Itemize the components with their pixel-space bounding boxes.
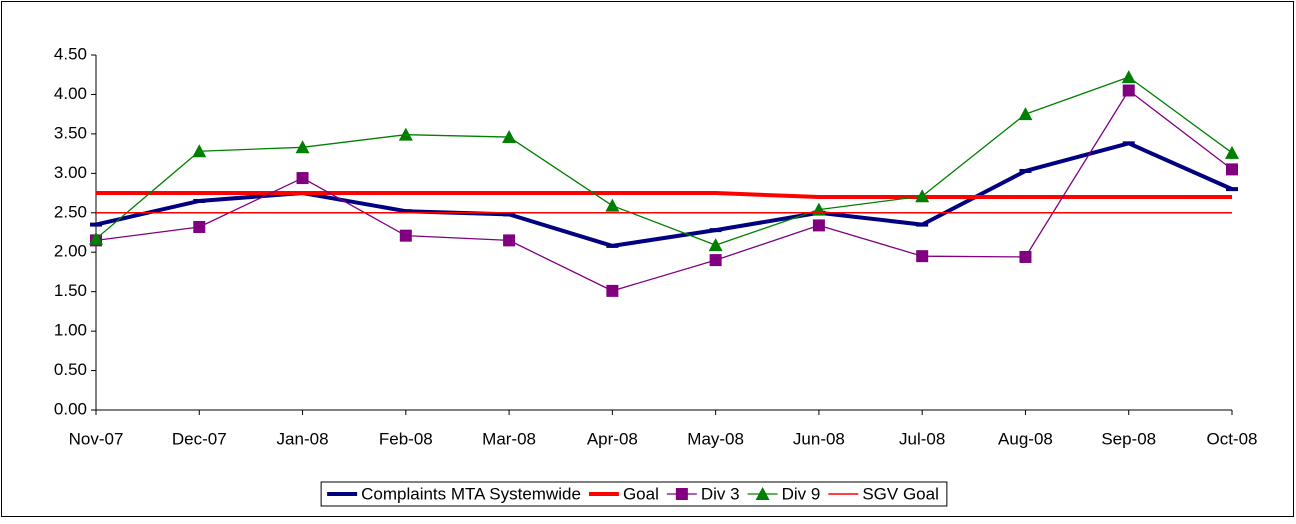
legend-label: Div 9 xyxy=(782,484,821,503)
data-point xyxy=(502,130,517,144)
x-tick-label: Mar-08 xyxy=(482,429,536,448)
data-point xyxy=(1122,84,1135,97)
y-tick-label: 2.50 xyxy=(54,202,87,221)
x-tick-label: Jan-08 xyxy=(277,429,329,448)
legend-label: Complaints MTA Systemwide xyxy=(361,484,581,503)
x-tick-label: Aug-08 xyxy=(998,429,1053,448)
y-tick-label: 0.50 xyxy=(54,360,87,379)
x-tick-label: Feb-08 xyxy=(379,429,433,448)
series-line xyxy=(95,76,1233,246)
y-tick-label: 4.00 xyxy=(54,84,87,103)
data-point xyxy=(606,284,619,297)
x-tick-label: Sep-08 xyxy=(1101,429,1156,448)
data-point xyxy=(915,189,930,203)
legend-label: Div 3 xyxy=(701,484,740,503)
data-point xyxy=(192,144,207,158)
series-line xyxy=(96,191,1232,199)
y-tick-label: 1.00 xyxy=(54,321,87,340)
y-tick-label: 4.50 xyxy=(54,44,87,63)
legend-marker xyxy=(675,488,688,500)
data-point xyxy=(398,127,413,141)
data-point xyxy=(399,229,412,242)
legend-label: Goal xyxy=(623,484,659,503)
data-point xyxy=(1225,145,1239,159)
x-tick-label: Jun-08 xyxy=(793,429,845,448)
data-point xyxy=(1018,107,1033,121)
data-point xyxy=(193,220,206,233)
data-point xyxy=(296,172,309,185)
y-tick-label: 3.00 xyxy=(54,163,87,182)
y-tick-label: 0.00 xyxy=(54,399,87,418)
x-tick-label: Oct-08 xyxy=(1206,429,1257,448)
x-tick-label: Jul-08 xyxy=(899,429,945,448)
y-tick-label: 3.50 xyxy=(54,123,87,142)
data-point xyxy=(1121,70,1136,84)
data-point xyxy=(295,140,310,154)
x-tick-label: May-08 xyxy=(687,429,744,448)
data-point xyxy=(605,198,620,212)
data-point xyxy=(1019,250,1032,263)
x-tick-label: Nov-07 xyxy=(69,429,124,448)
data-point xyxy=(708,238,723,252)
y-tick-label: 2.00 xyxy=(54,242,87,261)
data-point xyxy=(1226,163,1238,176)
x-tick-label: Apr-08 xyxy=(587,429,638,448)
data-point xyxy=(916,250,929,263)
y-tick-label: 1.50 xyxy=(54,281,87,300)
data-point xyxy=(503,234,516,247)
legend-marker xyxy=(755,487,770,500)
legend-label: SGV Goal xyxy=(862,484,939,503)
series-line xyxy=(95,89,1233,292)
data-point xyxy=(89,231,103,245)
x-tick-label: Dec-07 xyxy=(172,429,227,448)
data-point xyxy=(709,254,722,267)
data-point xyxy=(812,219,825,232)
